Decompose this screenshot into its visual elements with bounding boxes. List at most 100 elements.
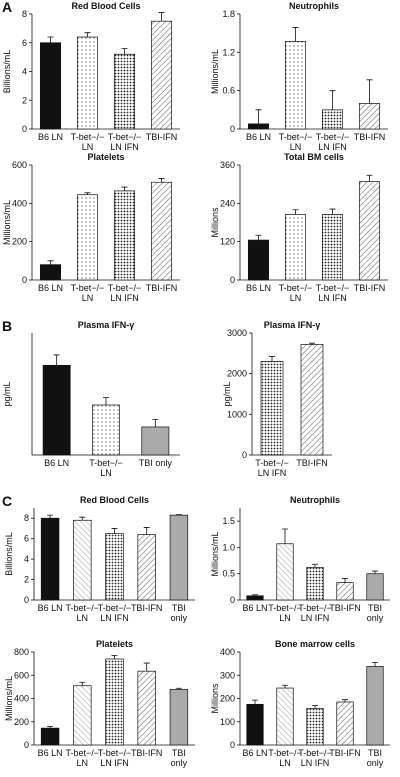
error-bar xyxy=(121,186,128,191)
chart-title: Total BM cells xyxy=(284,152,344,162)
y-tick-label: 1000 xyxy=(227,409,247,419)
y-axis-label: Millions/mL xyxy=(210,531,220,576)
bar xyxy=(246,595,264,601)
error-bar xyxy=(143,662,150,672)
y-tick-label: 0 xyxy=(230,275,235,285)
error-bar xyxy=(84,192,91,195)
x-tick-label: TBI only xyxy=(171,748,188,768)
bar xyxy=(39,264,62,281)
error-bar xyxy=(158,12,165,22)
y-axis-label: Millions/mL xyxy=(2,200,12,245)
x-tick-label: T-bet−/− LN xyxy=(89,458,123,478)
error-bar xyxy=(111,655,118,659)
x-tick-label: B6 LN xyxy=(38,132,63,142)
bar xyxy=(276,687,294,746)
y-tick-label: 1.0 xyxy=(222,542,235,552)
x-tick-label: B6 LN xyxy=(242,603,267,613)
x-tick-label: TBI-IFN xyxy=(296,458,328,468)
y-tick-label: 6 xyxy=(24,534,29,544)
bar xyxy=(169,689,189,746)
error-bar xyxy=(47,726,54,729)
x-tick-label: T-bet−/− LN xyxy=(66,603,100,623)
y-axis-label: pg/mL xyxy=(2,381,12,406)
bar xyxy=(105,658,124,746)
x-tick-label: TBI-IFN xyxy=(354,283,386,293)
y-tick-label: 0.5 xyxy=(222,569,235,579)
y-tick-label: 0 xyxy=(22,275,27,285)
y-axis-label: Millions/mL xyxy=(4,676,14,721)
y-tick-label: 0 xyxy=(22,124,27,134)
x-tick-label: T-bet−/− LN xyxy=(279,132,313,152)
error-bar xyxy=(252,699,258,705)
x-tick-label: B6 LN xyxy=(44,458,69,468)
y-tick-label: 800 xyxy=(14,647,29,657)
bar xyxy=(306,567,324,601)
chart-title: Red Blood Cells xyxy=(71,1,140,11)
y-tick-label: 100 xyxy=(220,717,235,727)
y-tick-label: 4 xyxy=(24,554,29,564)
error-bar xyxy=(79,516,86,521)
x-tick-label: T-bet−/− LN IFN xyxy=(255,458,289,478)
y-axis-label: pg/mL xyxy=(222,381,232,406)
bar xyxy=(76,194,99,281)
error-bar xyxy=(366,174,373,182)
bar xyxy=(321,109,344,130)
bar xyxy=(366,666,384,746)
y-tick-label: 200 xyxy=(14,717,29,727)
error-bar xyxy=(292,27,299,42)
error-bar xyxy=(53,354,60,366)
x-tick-label: B6 LN xyxy=(242,748,267,758)
x-tick-label: TBI only xyxy=(367,748,384,768)
y-tick-label: 2000 xyxy=(227,369,247,379)
chart-title: Platelets xyxy=(96,639,133,649)
bar xyxy=(284,41,307,130)
error-bar xyxy=(84,32,91,37)
error-bar xyxy=(175,514,182,516)
x-tick-label: T-bet−/− LN IFN xyxy=(98,603,132,623)
bar xyxy=(284,214,307,281)
x-tick-label: TBI-IFN xyxy=(354,132,386,142)
bar xyxy=(260,361,284,456)
x-tick-label: B6 LN xyxy=(246,132,271,142)
error-bar xyxy=(143,527,150,535)
error-bar xyxy=(255,234,262,241)
panel-label: B xyxy=(2,318,12,334)
error-bar xyxy=(282,528,288,544)
bar xyxy=(39,42,62,130)
x-tick-label: T-bet−/− LN xyxy=(71,283,105,303)
error-bar xyxy=(342,699,348,702)
error-bar xyxy=(312,705,318,709)
error-bar xyxy=(342,578,348,583)
error-bar xyxy=(282,684,288,689)
bar xyxy=(247,123,270,130)
y-tick-label: 360 xyxy=(220,160,235,170)
x-tick-label: B6 LN xyxy=(38,283,63,293)
x-tick-label: T-bet−/− LN IFN xyxy=(316,132,350,152)
bar xyxy=(92,404,120,456)
error-bar xyxy=(103,397,109,405)
x-tick-label: T-bet−/− LN IFN xyxy=(298,603,332,623)
y-tick-label: 3000 xyxy=(227,328,247,338)
x-tick-label: TBI-IFN xyxy=(131,603,163,613)
bar xyxy=(358,181,381,281)
x-tick-label: T-bet−/− LN xyxy=(71,132,105,152)
y-axis-label: Billions/mL xyxy=(4,532,14,576)
bar xyxy=(105,533,124,601)
y-tick-label: 2 xyxy=(24,575,29,585)
bar xyxy=(246,703,264,746)
y-tick-label: 8 xyxy=(24,513,29,523)
x-tick-label: T-bet−/− LN xyxy=(66,748,100,768)
error-bar xyxy=(312,563,318,568)
bar xyxy=(113,190,136,281)
y-tick-label: 600 xyxy=(12,160,27,170)
y-tick-label: 0 xyxy=(230,124,235,134)
bar xyxy=(137,534,156,601)
error-bar xyxy=(47,260,54,265)
y-tick-label: 0 xyxy=(24,595,29,605)
error-bar xyxy=(366,79,373,104)
y-tick-label: 6 xyxy=(22,38,27,48)
bar xyxy=(358,103,381,130)
x-tick-label: T-bet−/− LN xyxy=(279,283,313,303)
y-tick-label: 0 xyxy=(230,740,235,750)
